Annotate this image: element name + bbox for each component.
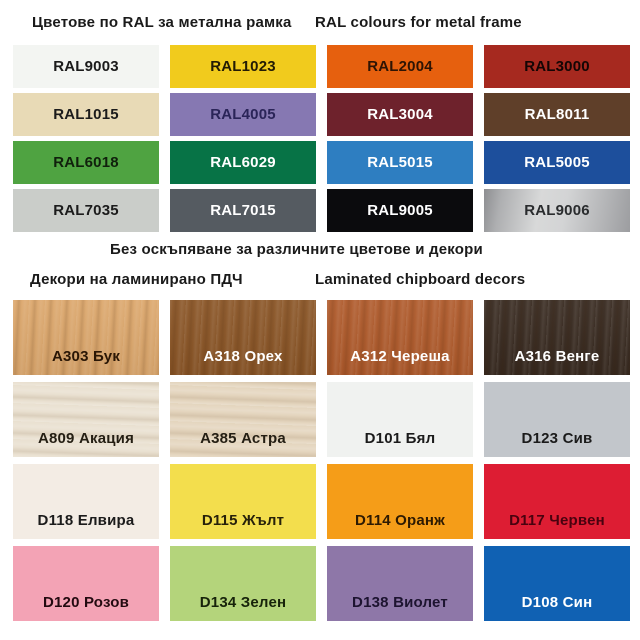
swatch-label: RAL9006 [524, 202, 590, 219]
ral-swatch: RAL2004 [327, 45, 473, 88]
ral-swatch: RAL9003 [13, 45, 159, 88]
decor-swatch: D117 Червен [484, 464, 630, 539]
ral-swatch: RAL5015 [327, 141, 473, 184]
ral-swatch: RAL7015 [170, 189, 316, 232]
swatch-label: RAL5005 [524, 154, 590, 171]
swatch-label: D138 Виолет [352, 594, 448, 611]
decor-swatch: D115 Жълт [170, 464, 316, 539]
swatch-label: D108 Син [521, 594, 593, 611]
ral-color-grid: RAL9003 RAL1023 RAL2004 RAL3000 RAL1015 … [13, 45, 630, 232]
decor-swatch: D114 Оранж [327, 464, 473, 539]
ral-swatch: RAL7035 [13, 189, 159, 232]
decor-swatch: D108 Син [484, 546, 630, 621]
ral-swatch: RAL1015 [13, 93, 159, 136]
decor-swatch: A385 Астра [170, 382, 316, 457]
no-extra-cost-note: Без оскъпяване за различните цветове и д… [110, 241, 483, 258]
decor-swatch: A318 Орех [170, 300, 316, 375]
swatch-label: RAL5015 [367, 154, 433, 171]
ral-swatch: RAL3000 [484, 45, 630, 88]
swatch-label: RAL3000 [524, 58, 590, 75]
swatch-label: RAL3004 [367, 106, 433, 123]
ral-swatch: RAL4005 [170, 93, 316, 136]
swatch-label: RAL1023 [210, 58, 276, 75]
ral-swatch: RAL6018 [13, 141, 159, 184]
swatch-label: RAL4005 [210, 106, 276, 123]
swatch-label: A318 Орех [203, 348, 283, 365]
decor-swatch: D101 Бял [327, 382, 473, 457]
swatch-label: RAL9005 [367, 202, 433, 219]
decor-swatch: A809 Акация [13, 382, 159, 457]
swatch-label: D117 Червен [509, 512, 605, 529]
swatch-label: D114 Оранж [354, 512, 446, 529]
decor-swatch: D123 Сив [484, 382, 630, 457]
decor-swatch: A312 Череша [327, 300, 473, 375]
decor-swatch: D118 Елвира [13, 464, 159, 539]
swatch-label: D123 Сив [521, 430, 593, 447]
swatch-label: RAL7015 [210, 202, 276, 219]
swatch-label: RAL6018 [53, 154, 119, 171]
ral-swatch: RAL9005 [327, 189, 473, 232]
swatch-label: A312 Череша [350, 348, 450, 365]
decor-swatch: D120 Розов [13, 546, 159, 621]
ral-swatch: RAL8011 [484, 93, 630, 136]
swatch-label: D118 Елвира [37, 512, 135, 529]
swatch-label: D134 Зелен [199, 594, 287, 611]
ral-section-title-bg: Цветове по RAL за метална рамка [32, 14, 292, 31]
ral-section-title-en: RAL colours for metal frame [315, 14, 522, 31]
decor-swatch: D134 Зелен [170, 546, 316, 621]
swatch-label: D101 Бял [364, 430, 436, 447]
swatch-label: RAL2004 [367, 58, 433, 75]
ral-swatch: RAL5005 [484, 141, 630, 184]
ral-swatch: RAL1023 [170, 45, 316, 88]
swatch-label: D120 Розов [42, 594, 130, 611]
decor-section-title-bg: Декори на ламинирано ПДЧ [30, 271, 243, 288]
swatch-label: A316 Венге [514, 348, 600, 365]
swatch-label: RAL6029 [210, 154, 276, 171]
decor-swatch: D138 Виолет [327, 546, 473, 621]
swatch-label: A809 Акация [37, 430, 135, 447]
ral-swatch: RAL9006 [484, 189, 630, 232]
ral-swatch: RAL6029 [170, 141, 316, 184]
decor-swatch: A316 Венге [484, 300, 630, 375]
swatch-label: RAL7035 [53, 202, 119, 219]
swatch-label: A385 Астра [200, 430, 286, 447]
decor-color-grid: A303 Бук A318 Орех A312 Череша A316 Венг… [13, 300, 630, 621]
swatch-label: D115 Жълт [201, 512, 285, 529]
swatch-label: A303 Бук [51, 348, 121, 365]
swatch-label: RAL9003 [53, 58, 119, 75]
decor-section-title-en: Laminated chipboard decors [315, 271, 526, 288]
swatch-label: RAL8011 [524, 106, 590, 123]
decor-swatch: A303 Бук [13, 300, 159, 375]
swatch-label: RAL1015 [53, 106, 119, 123]
ral-swatch: RAL3004 [327, 93, 473, 136]
